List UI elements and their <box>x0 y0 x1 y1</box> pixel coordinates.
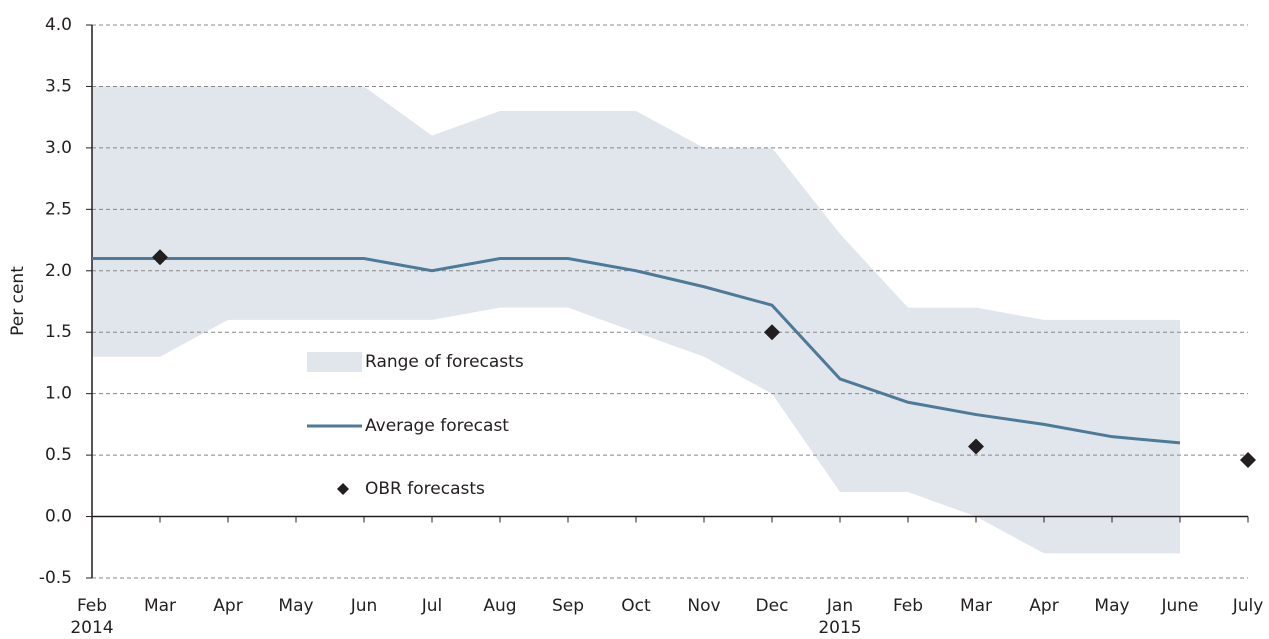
y-axis-label: Per cent <box>8 266 28 336</box>
x-year-label: 2014 <box>70 618 113 638</box>
y-tick-label: 1.0 <box>45 384 72 404</box>
legend-label: Average forecast <box>365 416 509 436</box>
forecast-range <box>92 86 1180 554</box>
y-tick-label: 0.0 <box>45 507 72 527</box>
legend-label: OBR forecasts <box>365 479 485 499</box>
x-tick-label: Oct <box>621 596 651 616</box>
obr-point <box>1240 452 1256 469</box>
x-tick-label: June <box>1160 596 1198 616</box>
average-line <box>92 256 1181 445</box>
obr-point <box>764 324 780 341</box>
x-tick-label: Apr <box>1029 596 1058 616</box>
x-tick-label: Feb <box>77 596 107 616</box>
x-tick-label: Aug <box>483 596 516 616</box>
x-tick-label: July <box>1232 596 1264 616</box>
x-tick-label: Jun <box>350 596 378 616</box>
x-tick-label: Dec <box>756 596 789 616</box>
x-tick-label: Jul <box>421 596 443 616</box>
y-tick-label: 1.5 <box>45 322 72 342</box>
legend-swatch <box>337 483 349 495</box>
y-tick-label: 2.0 <box>45 261 72 281</box>
y-tick-label: 3.0 <box>45 138 72 158</box>
obr-point <box>152 249 168 266</box>
x-year-label: 2015 <box>818 618 861 638</box>
x-tick-label: Mar <box>960 596 992 616</box>
y-tick-label: 0.5 <box>45 445 72 465</box>
x-tick-label: May <box>278 596 313 616</box>
x-tick-label: Jan <box>826 596 853 616</box>
x-tick-label: Nov <box>687 596 720 616</box>
y-tick-label: -0.5 <box>39 568 72 588</box>
x-tick-label: Feb <box>893 596 923 616</box>
obr-point <box>968 438 984 455</box>
y-tick-label: 4.0 <box>45 15 72 35</box>
x-tick-label: Apr <box>213 596 242 616</box>
legend-label: Range of forecasts <box>365 352 524 372</box>
legend-swatch <box>307 352 362 372</box>
x-tick-label: May <box>1094 596 1129 616</box>
y-tick-label: 3.5 <box>45 76 72 96</box>
x-tick-label: Sep <box>552 596 584 616</box>
x-tick-label: Mar <box>144 596 176 616</box>
y-tick-label: 2.5 <box>45 199 72 219</box>
